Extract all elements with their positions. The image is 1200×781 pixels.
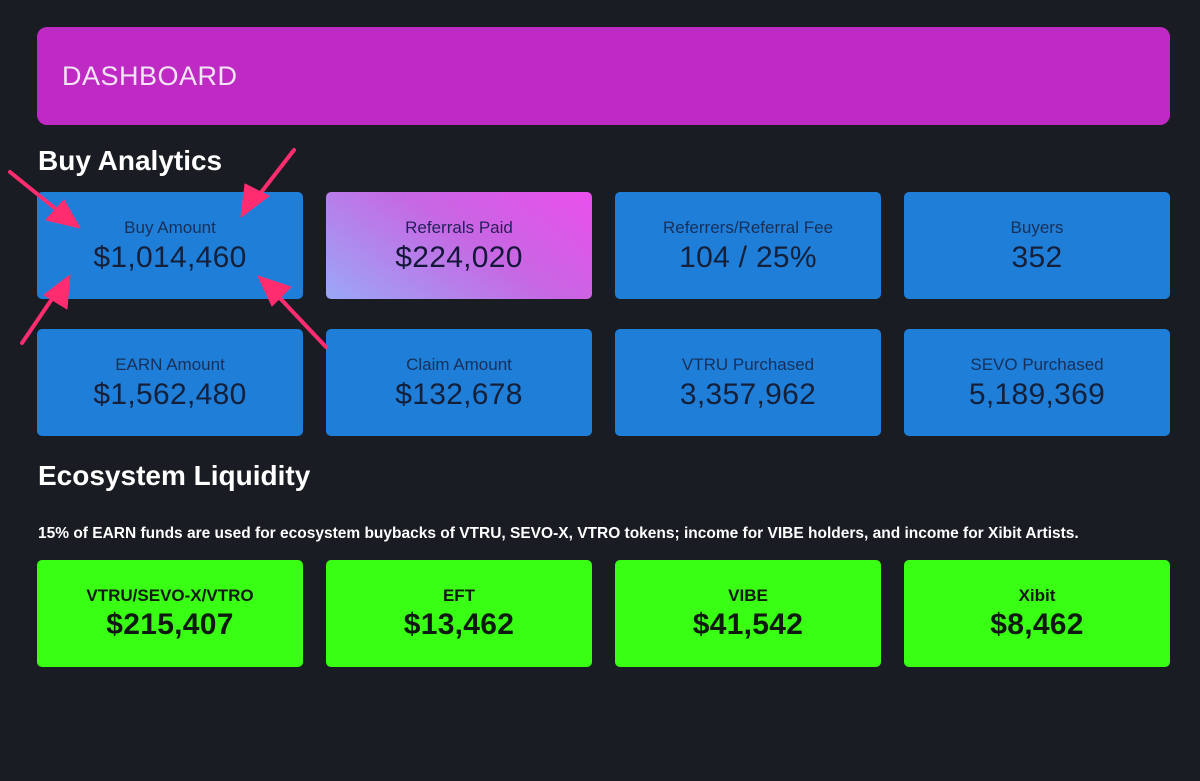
dashboard-title: DASHBOARD — [62, 60, 238, 91]
card-label: Referrals Paid — [405, 218, 513, 237]
card-label: Xibit — [1018, 586, 1056, 605]
card-value: 352 — [1011, 241, 1063, 274]
sevo-purchased-card: SEVO Purchased 5,189,369 — [904, 329, 1170, 436]
vtru-purchased-card: VTRU Purchased 3,357,962 — [615, 329, 881, 436]
card-value: $41,542 — [692, 608, 804, 641]
card-value: $215,407 — [106, 608, 234, 641]
card-value: $224,020 — [395, 241, 523, 274]
eft-card: EFT $13,462 — [326, 560, 592, 667]
card-label: Buyers — [1010, 218, 1064, 237]
card-label: Referrers/Referral Fee — [662, 218, 834, 237]
referrers-fee-card: Referrers/Referral Fee 104 / 25% — [615, 192, 881, 299]
xibit-card: Xibit $8,462 — [904, 560, 1170, 667]
buyers-card: Buyers 352 — [904, 192, 1170, 299]
vibe-card: VIBE $41,542 — [615, 560, 881, 667]
card-value: $13,462 — [403, 608, 515, 641]
card-value: $132,678 — [395, 378, 523, 411]
buy-amount-card: Buy Amount $1,014,460 — [37, 192, 303, 299]
card-label: VTRU Purchased — [681, 355, 815, 374]
card-label: EFT — [442, 586, 476, 605]
vtru-sevo-vtro-card: VTRU/SEVO-X/VTRO $215,407 — [37, 560, 303, 667]
card-value: $8,462 — [990, 608, 1084, 641]
buy-analytics-heading: Buy Analytics — [38, 145, 223, 176]
card-label: Buy Amount — [124, 218, 216, 237]
dashboard-header: DASHBOARD — [37, 27, 1170, 125]
referrals-paid-card: Referrals Paid $224,020 — [326, 192, 592, 299]
card-label: VTRU/SEVO-X/VTRO — [86, 586, 254, 605]
card-label: Claim Amount — [406, 355, 512, 374]
claim-amount-card: Claim Amount $132,678 — [326, 329, 592, 436]
earn-amount-card: EARN Amount $1,562,480 — [37, 329, 303, 436]
card-value: 5,189,369 — [968, 378, 1106, 411]
card-value: 104 / 25% — [679, 241, 817, 274]
ecosystem-note: 15% of EARN funds are used for ecosystem… — [38, 525, 1079, 542]
card-label: SEVO Purchased — [970, 355, 1104, 374]
card-label: EARN Amount — [115, 355, 225, 374]
card-value: $1,562,480 — [93, 378, 247, 411]
ecosystem-liquidity-heading: Ecosystem Liquidity — [38, 460, 311, 491]
card-value: 3,357,962 — [679, 378, 817, 411]
card-value: $1,014,460 — [93, 241, 247, 274]
card-label: VIBE — [728, 586, 768, 605]
